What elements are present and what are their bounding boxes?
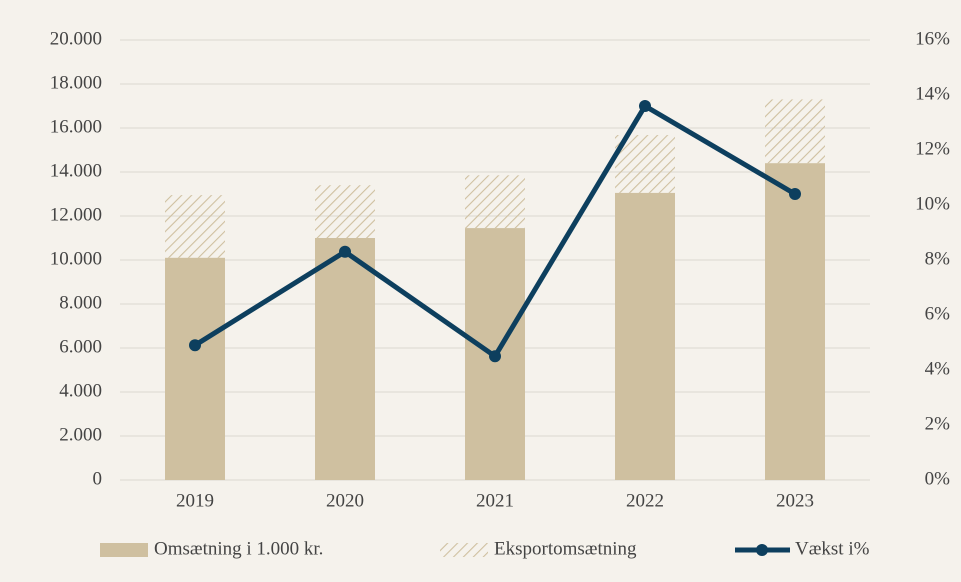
bar	[615, 192, 675, 480]
y-tick-label: 2.000	[59, 424, 102, 445]
y2-tick-label: 8%	[925, 248, 951, 269]
bar	[465, 175, 525, 229]
y2-tick-label: 6%	[925, 303, 951, 324]
legend-label: Vækst i%	[795, 538, 870, 559]
x-tick-label: 2019	[176, 490, 214, 511]
x-tick-label: 2020	[326, 490, 364, 511]
y-tick-label: 12.000	[50, 204, 102, 225]
x-tick-label: 2021	[476, 490, 514, 511]
line-point	[189, 339, 201, 352]
legend-marker	[756, 544, 768, 556]
line-point	[789, 188, 801, 200]
y-tick-label: 0	[93, 468, 103, 489]
y2-tick-label: 2%	[925, 413, 951, 434]
y-tick-label: 20.000	[50, 28, 102, 49]
bar	[165, 195, 225, 258]
y-tick-label: 10.000	[50, 248, 102, 269]
bar	[615, 135, 675, 193]
bar	[765, 99, 825, 164]
bar	[315, 238, 375, 480]
y2-tick-label: 14%	[915, 83, 950, 104]
y-tick-label: 6.000	[59, 336, 102, 357]
y-tick-label: 18.000	[50, 72, 102, 93]
y2-tick-label: 12%	[915, 138, 950, 159]
y2-tick-label: 10%	[915, 193, 950, 214]
legend-swatch	[100, 543, 148, 557]
y2-tick-label: 4%	[925, 358, 951, 379]
line-point	[639, 100, 651, 112]
y-tick-label: 4.000	[59, 380, 102, 401]
legend-label: Omsætning i 1.000 kr.	[154, 538, 323, 559]
y-tick-label: 8.000	[59, 292, 102, 313]
legend-swatch	[440, 543, 488, 557]
y2-tick-label: 0%	[925, 468, 951, 489]
line-point	[489, 350, 501, 363]
bar	[165, 257, 225, 480]
bar	[765, 163, 825, 480]
x-tick-label: 2023	[776, 490, 814, 511]
line-point	[339, 245, 351, 258]
x-tick-label: 2022	[626, 490, 664, 511]
y2-tick-label: 16%	[915, 28, 950, 49]
y-tick-label: 16.000	[50, 116, 102, 137]
legend-label: Eksportomsætning	[494, 538, 637, 559]
bar	[315, 185, 375, 238]
y-tick-label: 14.000	[50, 160, 102, 181]
